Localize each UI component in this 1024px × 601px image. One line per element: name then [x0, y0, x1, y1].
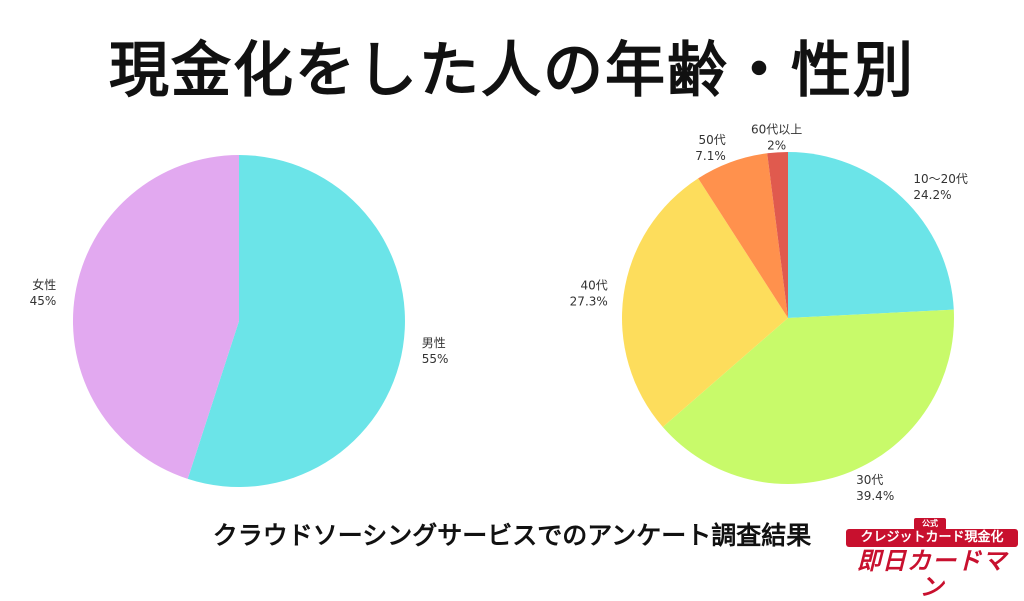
page-title: 現金化をした人の年齢・性別 [109, 36, 915, 106]
survey-caption: クラウドソーシングサービスでのアンケート調査結果 [212, 521, 812, 550]
gender-pie-chart: 男性 55% 女性 45% [30, 155, 449, 488]
age-slice-3 [698, 153, 788, 318]
age-label-1: 30代 39.4% [856, 473, 894, 503]
pie-charts: 男性 55% 女性 45% 10〜20代 24.2% 30代 39.4% 40代 27.3% 50… [30, 122, 968, 502]
gender-slice-0 [187, 155, 405, 488]
age-slice-4 [767, 152, 788, 318]
brand-logo[interactable]: 公式 クレジットカード現金化 即日カードマン [846, 518, 1018, 600]
logo-line-2: 即日カードマン [857, 547, 1007, 601]
age-slice-0 [788, 152, 954, 318]
age-label-4: 60代以上 2% [751, 122, 802, 152]
age-label-3: 50代 7.1% [695, 133, 726, 163]
age-label-2: 40代 27.3% [570, 278, 608, 308]
age-pie-chart: 10〜20代 24.2% 30代 39.4% 40代 27.3% 50代 7.1% 60代以上 2… [570, 122, 968, 502]
gender-slice-1 [72, 155, 240, 479]
logo-line-1: クレジットカード現金化 [846, 529, 1018, 547]
age-slice-1 [662, 309, 954, 485]
age-label-0: 10〜20代 24.2% [913, 172, 968, 202]
logo-tag: 公式 [914, 518, 946, 530]
gender-label-0: 男性 55% [422, 336, 449, 366]
age-slice-2 [621, 178, 788, 427]
gender-label-1: 女性 45% [30, 277, 57, 308]
